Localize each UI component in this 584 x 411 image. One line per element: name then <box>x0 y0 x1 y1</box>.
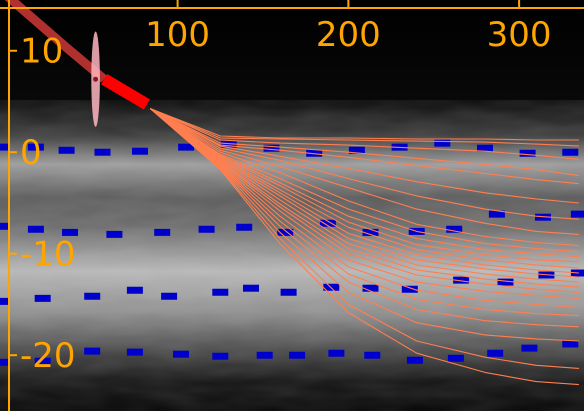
forecast-track-15 <box>149 108 579 283</box>
forecast-tracks <box>149 108 579 386</box>
forecast-track-2 <box>150 108 579 160</box>
y-tick-label-0: 0 <box>20 133 42 173</box>
forecast-track-19 <box>149 108 579 309</box>
forecast-track-7 <box>150 108 579 235</box>
forecast-track-16 <box>149 108 579 288</box>
ellipse-center-marker <box>93 76 99 82</box>
forecast-track-8 <box>150 108 579 247</box>
x-tick-label-200: 200 <box>316 15 381 55</box>
y-tick-label--10: -10 <box>20 235 76 275</box>
forecast-track-17 <box>149 108 579 293</box>
forecast-track-20 <box>149 108 579 317</box>
x-tick-label-300: 300 <box>487 15 552 55</box>
forecast-track-14 <box>149 108 579 278</box>
forecast-track-0 <box>150 108 579 141</box>
y-tick-label--20: -20 <box>20 336 76 376</box>
forecast-track-13 <box>149 108 579 274</box>
forecast-track-6 <box>150 108 579 220</box>
forecast-track-21 <box>149 108 579 328</box>
forecast-track-10 <box>149 108 579 258</box>
y-tick-label-10: 10 <box>20 32 63 72</box>
recent-track <box>101 74 150 110</box>
forecast-track-4 <box>150 108 579 185</box>
forecast-track-11 <box>149 108 579 263</box>
history-track-group <box>4 0 150 127</box>
forecast-track-12 <box>149 108 579 269</box>
forecast-track-3 <box>150 108 579 177</box>
forecast-track-5 <box>150 108 579 204</box>
forecast-track-9 <box>149 108 579 253</box>
forecast-track-1 <box>150 108 579 147</box>
forecast-track-24 <box>149 108 579 386</box>
forecast-track-22 <box>149 108 579 342</box>
forecast-track-18 <box>149 108 579 299</box>
x-tick-label-100: 100 <box>145 15 210 55</box>
forecast-track-23 <box>149 108 579 369</box>
